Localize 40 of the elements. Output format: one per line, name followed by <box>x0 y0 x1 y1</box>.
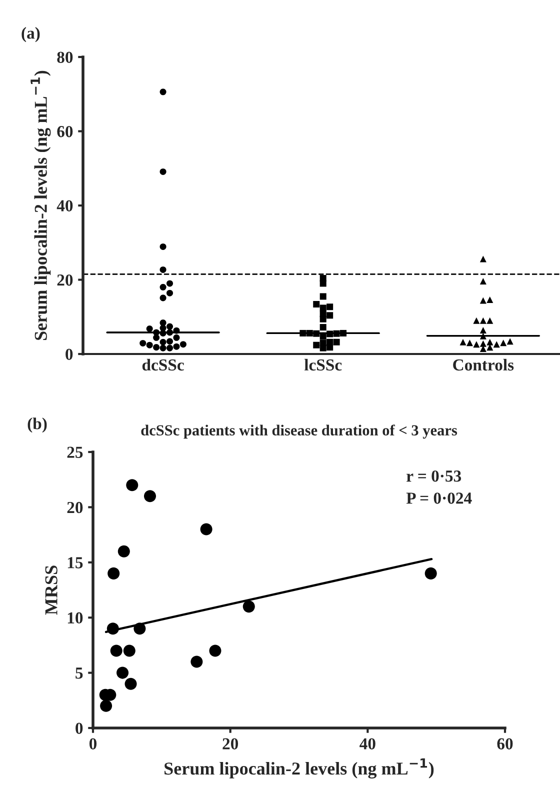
y-axis-title: MRSS <box>45 566 58 615</box>
point <box>209 644 222 657</box>
point <box>118 545 130 558</box>
y-tick-label: 5 <box>76 668 83 679</box>
x-tick-label: lcSSc <box>304 358 342 371</box>
y-tick-label: 20 <box>67 502 83 514</box>
point <box>124 678 137 690</box>
point <box>144 490 156 502</box>
y-tick-label: 20 <box>57 274 73 286</box>
point <box>116 666 129 679</box>
point <box>108 567 120 580</box>
text: (b) <box>28 418 47 433</box>
x-tick-label: 60 <box>497 738 513 750</box>
x-tick-label: Controls <box>453 358 514 371</box>
y-tick-label: 15 <box>68 557 83 568</box>
point <box>242 600 255 613</box>
y-axis-title: Serum lipocalin-2 levels (ng mL$^{−1}$) <box>30 70 51 340</box>
y-tick-label: 60 <box>57 126 73 138</box>
point <box>200 523 212 536</box>
x-tick-label: 20 <box>222 738 238 750</box>
y-tick-label: 25 <box>67 446 83 458</box>
y-tick-label: 10 <box>68 612 83 624</box>
text: (a) <box>22 27 40 42</box>
point <box>123 644 136 657</box>
point <box>100 700 112 712</box>
x-axis-title: Serum lipocalin-2 levels (ng mL$^{−1}$) <box>164 758 434 779</box>
chart-title: dcSSc patients with disease duration of < 3 years <box>141 424 458 439</box>
point <box>190 656 203 668</box>
y-tick-label: 0 <box>76 722 83 734</box>
point <box>110 644 122 657</box>
y-tick-label: 0 <box>66 348 73 360</box>
point <box>126 479 138 492</box>
x-tick-label: 40 <box>360 738 376 750</box>
annotation: P = 0·024 <box>406 492 472 504</box>
x-tick-label: 0 <box>89 738 97 750</box>
x-tick-label: dcSSc <box>142 358 184 371</box>
y-tick-label: 80 <box>57 52 73 63</box>
point <box>424 567 437 580</box>
annotation: r = 0·53 <box>406 470 462 482</box>
y-tick-label: 40 <box>56 200 73 212</box>
